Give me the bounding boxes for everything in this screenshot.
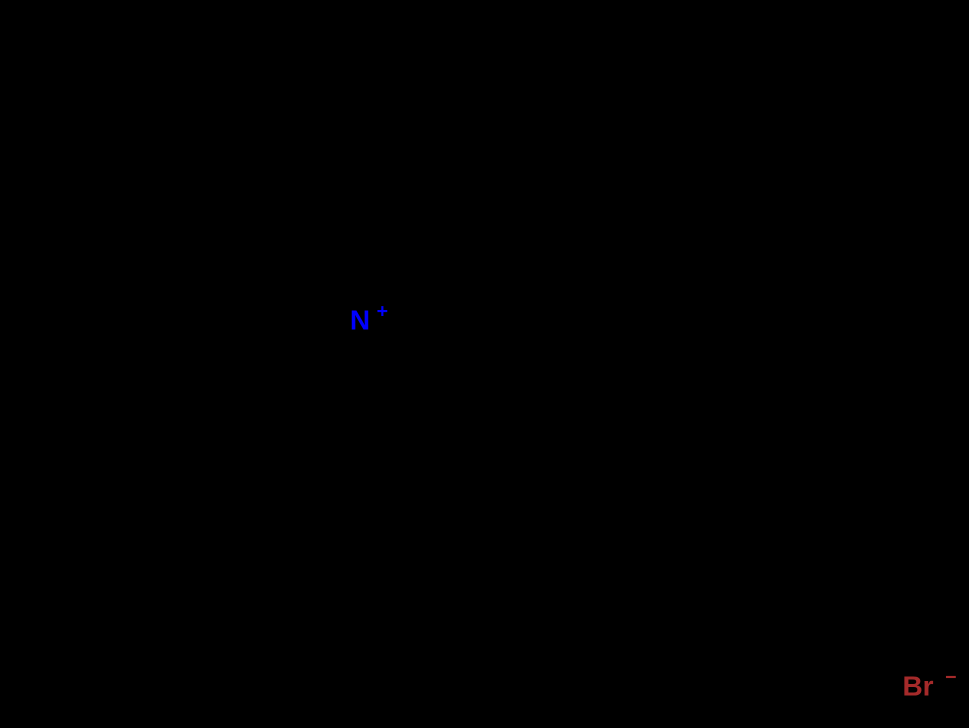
molecule-canvas: N+Br−: [0, 0, 969, 728]
bond: [795, 272, 882, 322]
nitrogen-charge: +: [377, 300, 388, 322]
bromide-charge: −: [945, 666, 956, 688]
bond: [99, 590, 186, 640]
bromide-atom: Br−: [902, 666, 956, 701]
bond: [534, 272, 621, 322]
bond: [186, 590, 273, 640]
bond: [360, 150, 447, 200]
bond: [621, 272, 708, 322]
bond: [273, 440, 360, 490]
bromide-label: Br: [902, 670, 933, 701]
bond: [12, 272, 99, 322]
bond: [378, 272, 447, 312]
bond: [273, 272, 342, 312]
nitrogen-atom: N+: [350, 300, 388, 335]
bond: [447, 272, 534, 322]
nitrogen-label: N: [350, 304, 370, 335]
bond: [708, 272, 795, 322]
bond: [99, 272, 186, 322]
bond: [99, 440, 186, 490]
bond: [186, 272, 273, 322]
bond: [186, 440, 273, 490]
bond: [882, 272, 969, 322]
